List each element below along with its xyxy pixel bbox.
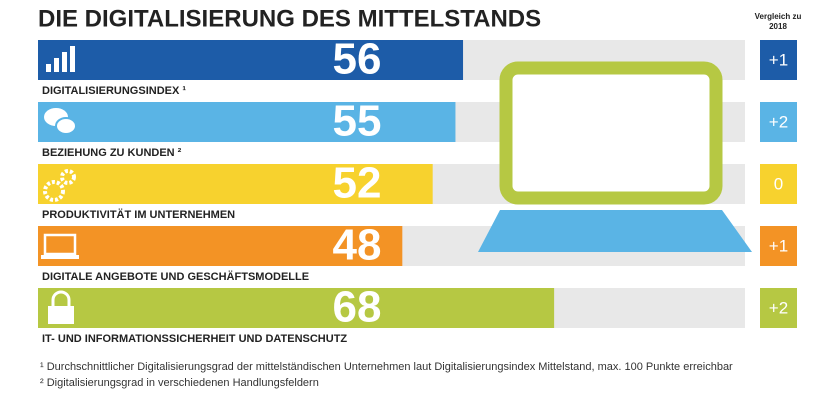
chart-title: DIE DIGITALISIERUNG DES MITTELSTANDS [38, 5, 541, 32]
comparison-box [760, 164, 797, 204]
value-label: 56 [333, 35, 382, 84]
icon [48, 290, 74, 324]
icon-part [48, 306, 74, 324]
footnote: ¹ Durchschnittlicher Digitalisierungsgra… [40, 361, 733, 373]
category-label: PRODUKTIVITÄT IM UNTERNEHMEN [42, 208, 235, 221]
icon [46, 46, 75, 72]
comparison-label: +1 [769, 50, 788, 69]
icon [44, 108, 77, 135]
comparison-label: +1 [769, 236, 788, 255]
category-label: DIGITALE ANGEBOTE UND GESCHÄFTSMODELLE [42, 270, 309, 283]
comparison-label: 0 [774, 174, 783, 193]
bar [38, 40, 464, 80]
value-label: 68 [333, 283, 382, 332]
bar [38, 226, 403, 266]
icon-part [46, 64, 51, 72]
icon [41, 233, 79, 259]
laptop-illustration [478, 61, 752, 252]
icon-part [54, 58, 59, 72]
icon [43, 169, 76, 202]
icon-part [62, 52, 67, 72]
comparison-title: Vergleich zu 2018 [754, 12, 802, 31]
bar [38, 102, 456, 142]
comparison-box [760, 226, 797, 266]
icon-part [70, 46, 75, 72]
icon-part [41, 255, 79, 259]
bar [38, 288, 555, 328]
footnote: ² Digitalisierungsgrad in verschiedenen … [40, 377, 319, 389]
icon-part [43, 180, 65, 202]
icon-part [60, 169, 76, 185]
icon-part [55, 117, 77, 135]
category-label: DIGITALISIERUNGSINDEX ¹ [42, 85, 186, 97]
icon-part [51, 290, 71, 306]
bar [38, 164, 433, 204]
value-label: 48 [333, 221, 382, 270]
comparison-box [760, 40, 797, 80]
value-label: 55 [333, 97, 382, 146]
comparison-label: +2 [769, 112, 788, 131]
value-label: 52 [333, 159, 382, 208]
comparison-box [760, 288, 797, 328]
icon-part [43, 233, 77, 256]
comparison-box [760, 102, 797, 142]
comparison-label: +2 [769, 298, 788, 317]
category-label: BEZIEHUNG ZU KUNDEN ² [42, 147, 182, 159]
category-label: IT- UND INFORMATIONSSICHERHEIT UND DATEN… [42, 333, 347, 345]
